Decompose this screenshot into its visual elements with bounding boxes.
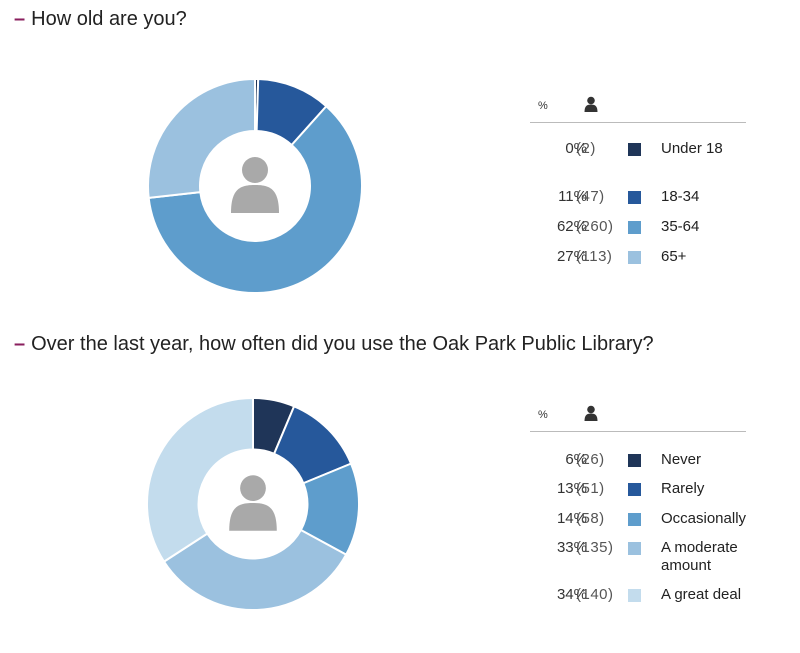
legend-row[interactable]: 34% (140) A great deal bbox=[530, 580, 746, 616]
legend-swatch bbox=[628, 221, 641, 234]
legend-label: A great deal bbox=[661, 586, 742, 603]
legend-percent: 34% bbox=[556, 586, 587, 603]
legend-swatch bbox=[628, 454, 641, 467]
legend-label: Occasionally bbox=[661, 510, 747, 527]
legend-swatch bbox=[628, 191, 641, 204]
collapse-dash-icon[interactable]: – bbox=[14, 333, 26, 355]
center-person-icon bbox=[229, 475, 277, 531]
collapse-dash-icon[interactable]: – bbox=[14, 8, 26, 30]
question-title[interactable]: – How old are you? bbox=[14, 8, 187, 31]
legend-row[interactable]: 0% (2) Under 18 bbox=[530, 134, 746, 188]
percent-header: % bbox=[538, 100, 548, 112]
legend-header: % bbox=[530, 405, 746, 432]
legend-percent: 11% bbox=[558, 188, 587, 205]
donut-chart-library-use bbox=[146, 397, 360, 611]
legend-swatch bbox=[628, 589, 641, 602]
legend-swatch bbox=[628, 542, 641, 555]
legend-header: % bbox=[530, 96, 746, 123]
legend-swatch bbox=[628, 483, 641, 496]
legend-count: (58) bbox=[576, 510, 605, 527]
question-title-text: How old are you? bbox=[31, 8, 187, 30]
donut-chart-age bbox=[147, 78, 363, 294]
question-title[interactable]: – Over the last year, how often did you u… bbox=[14, 333, 654, 356]
donut-slice-35-64[interactable] bbox=[147, 104, 363, 294]
legend-percent: 13% bbox=[556, 480, 587, 497]
legend-count: (51) bbox=[576, 480, 605, 497]
legend-row[interactable]: 6% (26) Never bbox=[530, 445, 746, 480]
legend-percent: 0% bbox=[565, 140, 587, 157]
legend-swatch bbox=[628, 513, 641, 526]
legend-label: 18-34 bbox=[661, 188, 700, 205]
legend-percent: 62% bbox=[556, 218, 587, 235]
legend-count: (2) bbox=[576, 140, 596, 157]
legend-row[interactable]: 14% (58) Occasionally bbox=[530, 504, 746, 539]
legend-label: Under 18 bbox=[661, 140, 723, 157]
legend-swatch bbox=[628, 251, 641, 264]
donut-slice-65-[interactable] bbox=[147, 78, 256, 200]
legend-percent: 27% bbox=[556, 248, 587, 265]
legend-percent: 6% bbox=[565, 451, 587, 468]
question-title-text: Over the last year, how often did you us… bbox=[31, 333, 654, 355]
legend-count: (135) bbox=[576, 539, 614, 556]
legend-row[interactable]: 27% (113) 65+ bbox=[530, 242, 746, 278]
legend-row[interactable]: 11% (47) 18-34 bbox=[530, 182, 746, 218]
legend-count: (26) bbox=[576, 451, 605, 468]
legend-swatch bbox=[628, 143, 641, 156]
legend-label: Never bbox=[661, 451, 702, 468]
legend-count: (260) bbox=[576, 218, 614, 235]
donut-slice-a-moderate-amount[interactable] bbox=[162, 528, 348, 611]
legend-library-use: % 6% (26) Never 13% (51) Rarely 14% (58) Occasio… bbox=[530, 405, 746, 603]
legend-count: (47) bbox=[576, 188, 605, 205]
legend-row[interactable]: 62% (260) 35-64 bbox=[530, 212, 746, 248]
legend-percent: 33% bbox=[556, 539, 587, 556]
legend-row[interactable]: 33% (135) A moderate amount bbox=[530, 533, 746, 586]
percent-header: % bbox=[538, 409, 548, 421]
legend-label: 65+ bbox=[661, 248, 687, 265]
person-icon bbox=[584, 405, 598, 421]
legend-label: 35-64 bbox=[661, 218, 700, 235]
legend-label: A moderate amount bbox=[661, 539, 738, 574]
center-person-icon bbox=[231, 157, 279, 213]
legend-count: (140) bbox=[576, 586, 614, 603]
donut-slice-a-great-deal[interactable] bbox=[146, 397, 254, 563]
legend-percent: 14% bbox=[556, 510, 587, 527]
legend-count: (113) bbox=[576, 248, 613, 265]
legend-row[interactable]: 13% (51) Rarely bbox=[530, 474, 746, 510]
legend-label: Rarely bbox=[661, 480, 705, 497]
legend-age: % 0% (2) Under 18 11% (47) 18-34 62% (260) 35-64… bbox=[530, 96, 746, 265]
person-icon bbox=[584, 96, 598, 112]
